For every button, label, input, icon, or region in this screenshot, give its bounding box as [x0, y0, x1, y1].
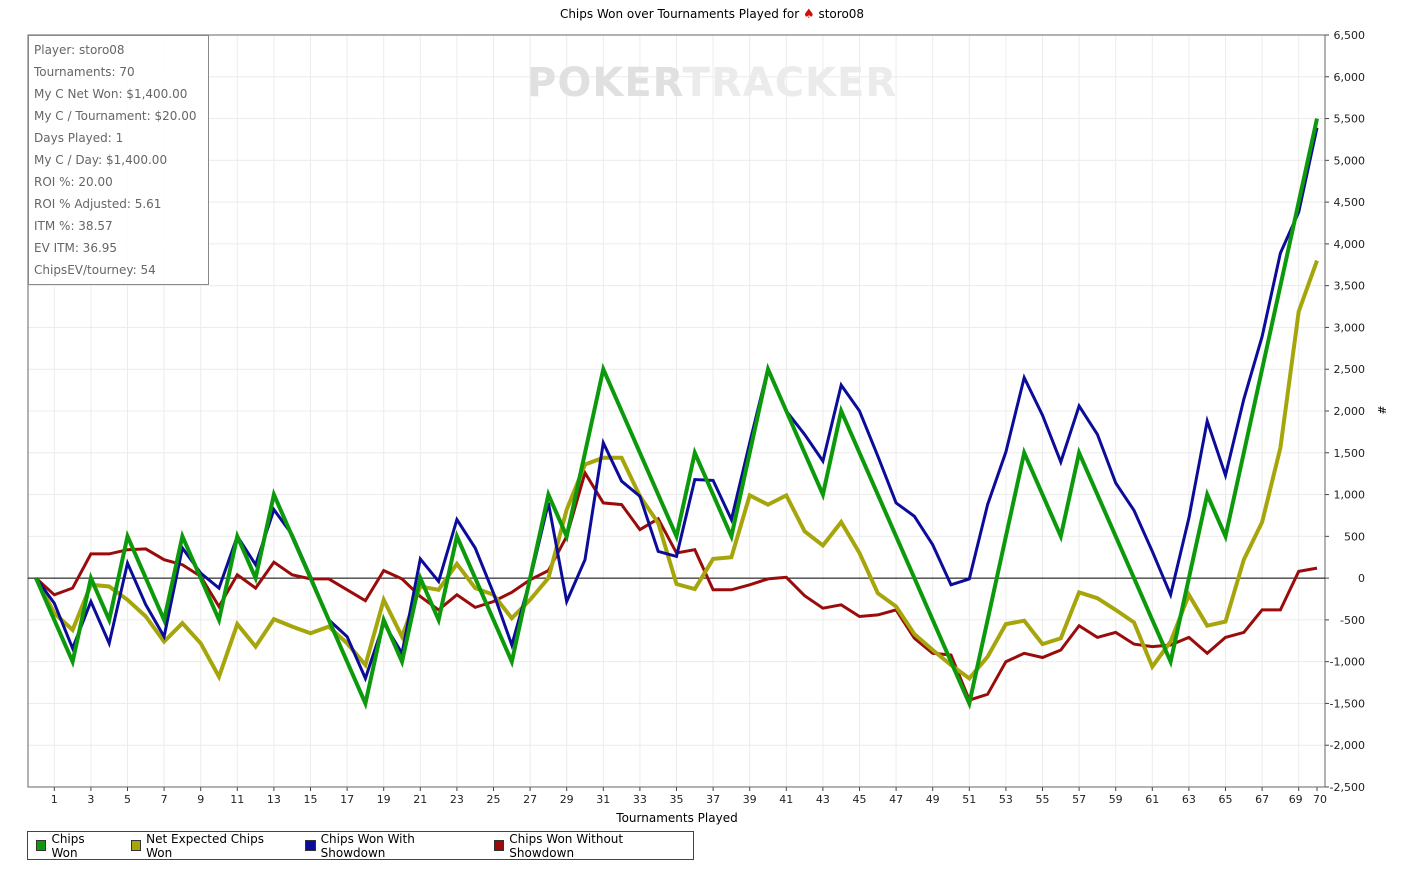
- chart-title-player: storo08: [818, 7, 865, 21]
- stat-roi: ROI %: 20.00: [34, 175, 113, 189]
- x-tick-label: 33: [633, 793, 647, 806]
- x-tick-label: 15: [304, 793, 318, 806]
- stats-info-panel: Player: storo08 Tournaments: 70 My C Net…: [28, 35, 209, 285]
- series-line-net-expected-chips-won: [34, 259, 1319, 682]
- legend-item-chips-won[interactable]: Chips Won: [36, 832, 111, 860]
- x-tick-label: 65: [1219, 793, 1233, 806]
- y-tick-label: -500: [1340, 614, 1365, 627]
- x-tick-label: 43: [816, 793, 830, 806]
- y-tick-label: 5,500: [1334, 113, 1366, 126]
- x-tick-label: 45: [853, 793, 867, 806]
- chart-legend: Chips Won Net Expected Chips Won Chips W…: [27, 831, 694, 860]
- legend-label: Chips Won: [51, 831, 85, 860]
- x-tick-label: 1: [51, 793, 58, 806]
- x-tick-label: 70: [1313, 793, 1327, 806]
- x-tick-label: 47: [889, 793, 903, 806]
- legend-label: Chips Won Without Showdown: [509, 831, 624, 860]
- y-tick-label: 5,000: [1334, 154, 1366, 167]
- x-tick-label: 25: [487, 793, 501, 806]
- legend-swatch: [493, 840, 505, 851]
- y-tick-label: 2,500: [1334, 363, 1366, 376]
- y-axis-label: #: [1375, 405, 1388, 414]
- y-tick-label: 6,500: [1334, 29, 1366, 42]
- x-tick-label: 39: [743, 793, 757, 806]
- x-tick-label: 61: [1145, 793, 1159, 806]
- y-tick-label: 4,500: [1334, 196, 1366, 209]
- chart-title: Chips Won over Tournaments Played for ♠ …: [0, 7, 1424, 22]
- x-tick-label: 57: [1072, 793, 1086, 806]
- legend-swatch: [36, 840, 47, 851]
- y-tick-label: 3,000: [1334, 321, 1366, 334]
- x-tick-label: 59: [1109, 793, 1123, 806]
- y-tick-label: -1,500: [1330, 697, 1365, 710]
- stat-tournaments: Tournaments: 70: [34, 65, 135, 79]
- y-tick-label: 1,500: [1334, 447, 1366, 460]
- x-axis-label: Tournaments Played: [615, 811, 737, 825]
- x-tick-label: 51: [962, 793, 976, 806]
- legend-swatch: [130, 840, 142, 851]
- y-tick-label: 6,000: [1334, 71, 1366, 84]
- y-tick-label: -2,500: [1330, 781, 1365, 794]
- spade-icon: ♠: [802, 7, 815, 22]
- x-tick-label: 67: [1255, 793, 1269, 806]
- legend-label: Chips Won With Showdown: [320, 831, 415, 860]
- y-tick-label: 0: [1358, 572, 1365, 585]
- legend-item-without-showdown[interactable]: Chips Won Without Showdown: [493, 831, 681, 860]
- x-tick-label: 11: [230, 793, 244, 806]
- y-tick-label: 1,000: [1334, 489, 1366, 502]
- x-tick-label: 21: [413, 793, 427, 806]
- series-line-chips-won: [34, 118, 1319, 710]
- x-tick-label: 63: [1182, 793, 1196, 806]
- watermark-part2: TRACKER: [682, 60, 898, 106]
- y-tick-label: 2,000: [1334, 405, 1366, 418]
- y-tick-label: 500: [1344, 530, 1365, 543]
- y-tick-label: -2,000: [1330, 739, 1365, 752]
- legend-item-with-showdown[interactable]: Chips Won With Showdown: [305, 832, 474, 860]
- y-tick-label: 4,000: [1334, 238, 1366, 251]
- y-tick-label: 3,500: [1334, 280, 1366, 293]
- stat-per-tournament: My C / Tournament: $20.00: [34, 109, 197, 123]
- stat-per-day: My C / Day: $1,400.00: [34, 153, 168, 167]
- x-tick-label: 55: [1036, 793, 1050, 806]
- x-tick-label: 3: [87, 793, 94, 806]
- legend-item-net-expected[interactable]: Net Expected Chips Won: [130, 831, 286, 860]
- y-tick-label: -1,000: [1330, 656, 1365, 669]
- x-tick-label: 27: [523, 793, 537, 806]
- stat-player: Player: storo08: [34, 43, 125, 57]
- plot-frame: [27, 34, 1326, 788]
- x-tick-label: 19: [377, 793, 391, 806]
- x-tick-label: 9: [197, 793, 204, 806]
- legend-label: Net Expected Chips Won: [146, 831, 264, 860]
- x-tick-label: 31: [596, 793, 610, 806]
- x-tick-label: 7: [161, 793, 168, 806]
- legend-swatch: [305, 840, 316, 851]
- watermark-part1: POKER: [527, 60, 683, 106]
- x-tick-label: 29: [560, 793, 574, 806]
- x-tick-label: 17: [340, 793, 354, 806]
- stat-ev-itm: EV ITM: 36.95: [34, 241, 118, 255]
- stat-chipsev: ChipsEV/tourney: 54: [34, 263, 156, 277]
- x-tick-label: 23: [450, 793, 464, 806]
- x-tick-label: 37: [706, 793, 720, 806]
- series-line-chips-won-with-showdown: [34, 127, 1319, 683]
- x-tick-label: 5: [124, 793, 131, 806]
- stat-days-played: Days Played: 1: [34, 131, 124, 145]
- pokertracker-watermark: POKERTRACKER: [527, 60, 897, 106]
- stat-roi-adjusted: ROI % Adjusted: 5.61: [34, 197, 162, 211]
- x-tick-label: 49: [926, 793, 940, 806]
- chart-title-prefix: Chips Won over Tournaments Played for: [559, 7, 800, 21]
- x-tick-label: 41: [779, 793, 793, 806]
- stat-net-won: My C Net Won: $1,400.00: [34, 87, 188, 101]
- x-tick-label: 53: [999, 793, 1013, 806]
- x-tick-label: 35: [670, 793, 684, 806]
- stat-itm: ITM %: 38.57: [34, 219, 113, 233]
- x-tick-label: 69: [1289, 793, 1303, 806]
- x-tick-label: 13: [267, 793, 281, 806]
